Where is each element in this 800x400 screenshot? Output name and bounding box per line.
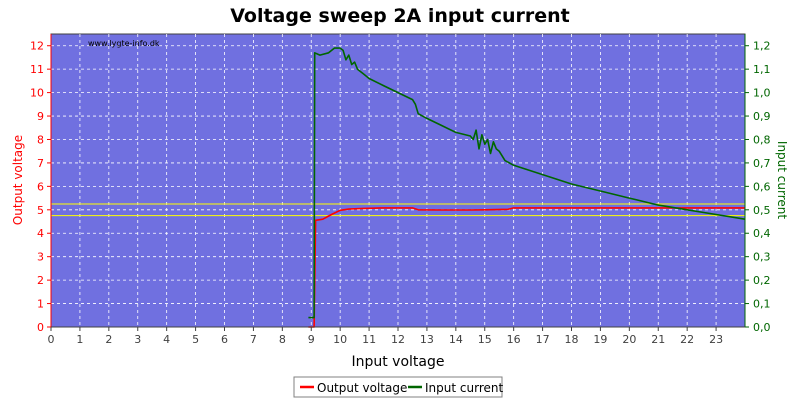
y-right-tick-label: 0,5 bbox=[753, 204, 771, 217]
x-tick-label: 17 bbox=[536, 333, 550, 346]
y-left-tick-label: 4 bbox=[37, 227, 44, 240]
y-left-tick-label: 7 bbox=[37, 157, 44, 170]
x-tick-label: 21 bbox=[651, 333, 665, 346]
watermark: www.lygte-info.dk bbox=[88, 39, 160, 48]
y-right-tick-label: 0,0 bbox=[753, 321, 771, 334]
y-left-axis-title: Output voltage bbox=[11, 135, 25, 225]
x-tick-label: 4 bbox=[163, 333, 170, 346]
y-right-tick-label: 1,0 bbox=[753, 87, 771, 100]
x-tick-label: 2 bbox=[105, 333, 112, 346]
x-tick-label: 0 bbox=[48, 333, 55, 346]
y-right-tick-label: 1,2 bbox=[753, 40, 771, 53]
series-layer bbox=[308, 47, 746, 328]
y-right-axis-title: Input current bbox=[775, 141, 789, 219]
y-left-tick-label: 8 bbox=[37, 133, 44, 146]
y-left-tick-label: 6 bbox=[37, 180, 44, 193]
x-tick-label: 15 bbox=[478, 333, 492, 346]
y-right-tick-label: 0,4 bbox=[753, 227, 771, 240]
x-tick-label: 13 bbox=[420, 333, 434, 346]
y-left-tick-label: 11 bbox=[30, 63, 44, 76]
legend-label-input-current: Input current bbox=[425, 381, 503, 395]
reference-lines bbox=[51, 203, 745, 217]
y-right-tick-label: 1,1 bbox=[753, 63, 771, 76]
x-tick-label: 5 bbox=[192, 333, 199, 346]
x-tick-label: 8 bbox=[279, 333, 286, 346]
y-right-tick-label: 0,7 bbox=[753, 157, 771, 170]
y-right-tick-label: 0,9 bbox=[753, 110, 771, 123]
x-axis-title: Input voltage bbox=[351, 354, 444, 370]
x-tick-label: 6 bbox=[221, 333, 228, 346]
x-tick-label: 1 bbox=[76, 333, 83, 346]
grid bbox=[50, 34, 745, 328]
x-tick-label: 14 bbox=[449, 333, 463, 346]
x-tick-label: 18 bbox=[565, 333, 579, 346]
y-right-tick-label: 0,3 bbox=[753, 251, 771, 264]
axes: 0 1 2 3 4 5 6 7 8 9 10 11 12 13 14 15 16 17 18 19 20 21 22 2301… bbox=[30, 34, 771, 346]
legend-label-output-voltage: Output voltage bbox=[317, 381, 407, 395]
x-tick-label: 12 bbox=[391, 333, 405, 346]
y-left-tick-label: 5 bbox=[37, 204, 44, 217]
series-line-input-current bbox=[308, 47, 746, 319]
legend-box bbox=[293, 376, 503, 398]
chart-title: Voltage sweep 2A input current bbox=[230, 5, 570, 27]
y-left-tick-label: 10 bbox=[30, 87, 44, 100]
y-left-tick-label: 0 bbox=[37, 321, 44, 334]
y-right-tick-label: 0,8 bbox=[753, 133, 771, 146]
y-right-tick-label: 0,1 bbox=[753, 298, 771, 311]
y-right-tick-label: 0,2 bbox=[753, 274, 771, 287]
x-tick-label: 20 bbox=[622, 333, 636, 346]
x-tick-label: 10 bbox=[333, 333, 347, 346]
x-tick-label: 22 bbox=[680, 333, 694, 346]
x-tick-label: 9 bbox=[308, 333, 315, 346]
y-left-tick-label: 2 bbox=[37, 274, 44, 287]
x-tick-label: 3 bbox=[134, 333, 141, 346]
x-tick-label: 23 bbox=[709, 333, 723, 346]
x-tick-label: 19 bbox=[593, 333, 607, 346]
x-tick-label: 11 bbox=[362, 333, 376, 346]
series-line-output-voltage bbox=[308, 207, 745, 328]
y-left-tick-label: 12 bbox=[30, 40, 44, 53]
x-tick-label: 7 bbox=[250, 333, 257, 346]
y-left-tick-label: 3 bbox=[37, 251, 44, 264]
y-left-tick-label: 1 bbox=[37, 298, 44, 311]
y-left-tick-label: 9 bbox=[37, 110, 44, 123]
legend: Output voltage Input current bbox=[293, 376, 503, 398]
y-right-tick-label: 0,6 bbox=[753, 180, 771, 193]
x-tick-label: 16 bbox=[507, 333, 521, 346]
